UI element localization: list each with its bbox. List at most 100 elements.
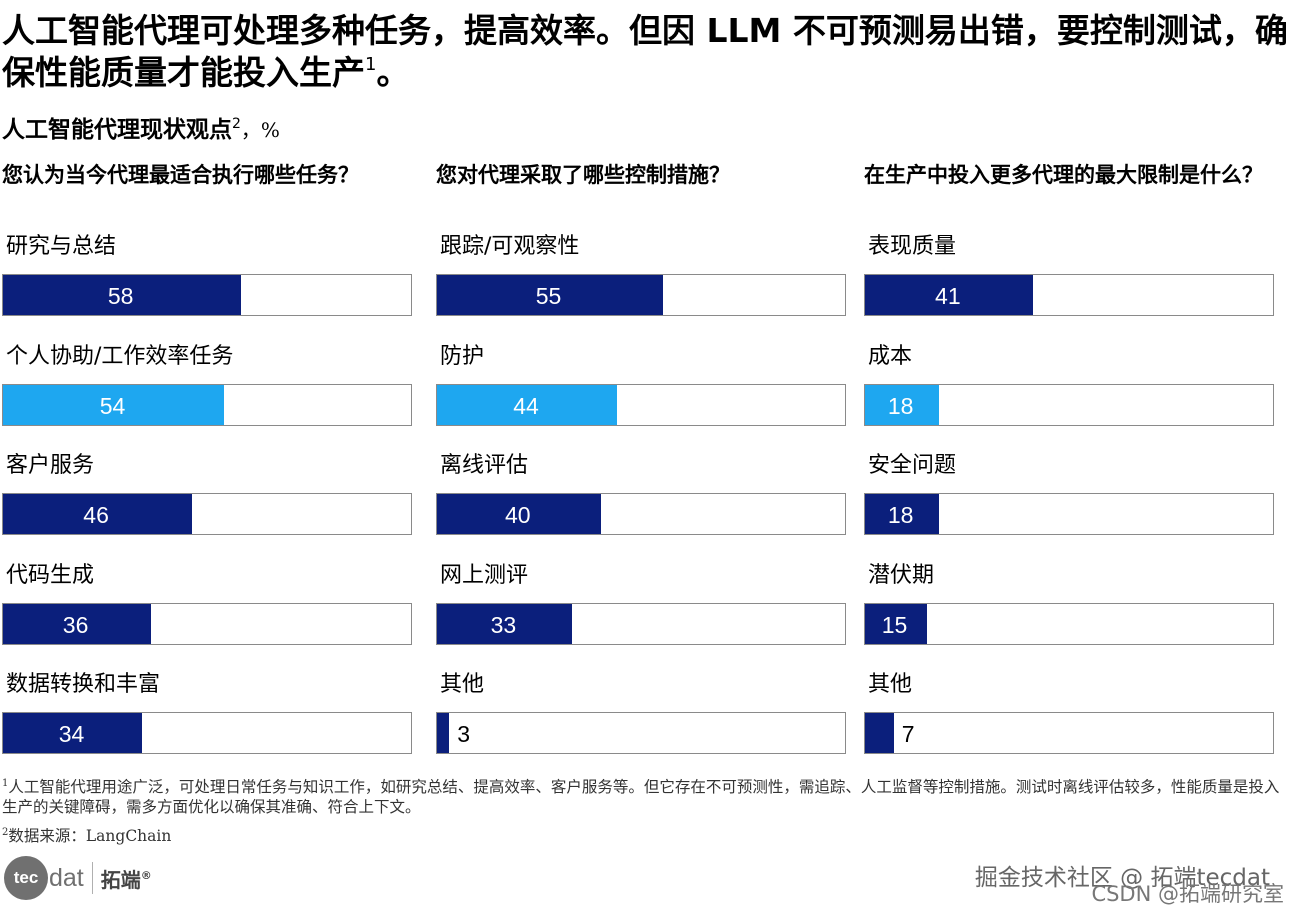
- bar-label: 代码生成: [6, 562, 95, 588]
- footnote-text: 数据来源：LangChain: [8, 827, 172, 845]
- bar-value: 7: [901, 721, 915, 747]
- bar-value: 46: [83, 502, 109, 528]
- bar-label: 其他: [868, 672, 913, 697]
- panel-question: 您对代理采取了哪些控制措施？: [436, 163, 730, 187]
- footnote-1: 1人工智能代理用途广泛，可处理日常任务与知识工作，如研究总结、提高效率、客户服务…: [2, 777, 1288, 817]
- bar-track: 54: [2, 383, 412, 426]
- footnote-text: 人工智能代理用途广泛，可处理日常任务与知识工作，如研究总结、提高效率、客户服务等…: [2, 778, 1280, 816]
- logo-divider: [91, 862, 93, 894]
- bar-value: 40: [505, 502, 531, 528]
- logo-circle: tec: [4, 856, 48, 900]
- bar-row: 成本 18: [864, 342, 1274, 428]
- watermark-csdn: CSDN @拓端研究室: [1091, 882, 1284, 906]
- bar: [3, 603, 151, 644]
- bar: [437, 275, 663, 315]
- bar-value: 58: [107, 283, 134, 309]
- bar-value: 33: [490, 611, 517, 638]
- bar-value: 18: [887, 392, 914, 419]
- bar-track: 18: [864, 493, 1274, 535]
- footnote-2: 2数据来源：LangChain: [2, 826, 1288, 846]
- bar-label: 客户服务: [6, 453, 95, 478]
- bar-label: 个人协助/工作效率任务: [6, 343, 234, 369]
- bar: [3, 275, 241, 315]
- headline: 人工智能代理可处理多种任务，提高效率。但因 LLM 不可预测易出错，要控制测试，…: [2, 10, 1288, 94]
- bar-value: 54: [99, 392, 126, 419]
- panel-question: 您认为当今代理最适合执行哪些任务？: [2, 163, 359, 187]
- subtitle-unit: ，%: [240, 118, 280, 142]
- subtitle-footnote-ref: 2: [232, 116, 241, 132]
- bar-row: 潜伏期 15: [864, 561, 1274, 647]
- bar-label: 跟踪/可观察性: [440, 234, 580, 259]
- headline-end: 。: [376, 53, 410, 92]
- bar: [437, 494, 601, 534]
- bar-row: 防护 44: [436, 342, 846, 428]
- bar-label: 网上测评: [440, 562, 529, 588]
- bar-row: 客户服务 46: [2, 451, 412, 537]
- bar-value: 55: [535, 283, 562, 309]
- footnote-marker: 1: [2, 778, 9, 789]
- bar-track: 15: [864, 602, 1274, 645]
- bar-label: 防护: [440, 343, 485, 369]
- bar-track: 18: [864, 383, 1274, 426]
- subtitle-text: 人工智能代理现状观点: [2, 117, 232, 143]
- panel-limits: 在生产中投入更多代理的最大限制是什么？ 表现质量 41 成本 18 安全问题 18 潜伏期 1…: [864, 162, 1274, 754]
- bar-row: 研究与总结 58: [2, 232, 412, 318]
- logo-wordmark: dat: [49, 863, 84, 892]
- chart-subtitle: 人工智能代理现状观点2，%: [2, 114, 280, 146]
- panel-controls: 您对代理采取了哪些控制措施？ 跟踪/可观察性 55 防护 44 离线评估 40 网上测评 33…: [436, 162, 846, 754]
- logo-chinese-text: 拓端: [100, 867, 141, 892]
- bar-label: 数据转换和丰富: [6, 672, 161, 697]
- bar-track: 58: [2, 274, 412, 316]
- bar-track: 33: [436, 602, 846, 645]
- bar-row: 代码生成 36: [2, 561, 412, 647]
- bar-row: 跟踪/可观察性 55: [436, 232, 846, 318]
- bar-value: 15: [881, 611, 908, 638]
- bar-label: 潜伏期: [868, 562, 935, 588]
- bar-track: 41: [864, 274, 1274, 316]
- bar: [865, 713, 894, 753]
- panel-question: 在生产中投入更多代理的最大限制是什么？: [864, 163, 1263, 187]
- tecdat-logo: tec dat 拓端®: [4, 855, 152, 901]
- bar-track: 36: [2, 602, 412, 645]
- bar-label: 安全问题: [868, 453, 957, 478]
- bar-track: 46: [2, 493, 412, 535]
- bar-label: 其他: [440, 672, 485, 697]
- bar-value: 41: [935, 283, 961, 309]
- bar-value: 44: [513, 392, 539, 419]
- bar-track: 7: [864, 712, 1274, 754]
- bar-row: 表现质量 41: [864, 232, 1274, 318]
- bar: [437, 713, 450, 753]
- registered-mark: ®: [140, 868, 152, 882]
- bar-row: 个人协助/工作效率任务 54: [2, 342, 412, 428]
- bar-row: 数据转换和丰富 34: [2, 670, 412, 756]
- bar-row: 安全问题 18: [864, 451, 1274, 537]
- bar: [3, 494, 192, 534]
- watermark-juejin: 掘金技术社区 @ 拓端tecdat: [974, 865, 1270, 891]
- bar: [437, 384, 618, 425]
- panel-tasks: 您认为当今代理最适合执行哪些任务？ 研究与总结 58 个人协助/工作效率任务 54 客户…: [2, 162, 412, 754]
- bar-track: 40: [436, 493, 846, 535]
- bar-value: 3: [457, 721, 471, 747]
- bar-track: 3: [436, 712, 846, 754]
- bar-value: 36: [62, 611, 89, 638]
- bar-row: 离线评估 40: [436, 451, 846, 537]
- bar: [865, 384, 939, 425]
- bar-track: 55: [436, 274, 846, 316]
- footnote-marker: 2: [2, 827, 9, 838]
- headline-text: 人工智能代理可处理多种任务，提高效率。但因 LLM 不可预测易出错，要控制测试，…: [2, 11, 1288, 92]
- bar: [865, 603, 927, 644]
- bar-label: 成本: [868, 343, 913, 369]
- bar-value: 18: [887, 502, 914, 528]
- bar-value: 34: [58, 721, 85, 747]
- bar: [3, 384, 225, 425]
- headline-footnote-ref: 1: [365, 54, 377, 75]
- bar-row: 其他 7: [864, 670, 1274, 756]
- bar: [3, 713, 143, 753]
- logo-chinese: 拓端®: [101, 864, 152, 893]
- bar-label: 研究与总结: [6, 234, 117, 259]
- bar: [865, 275, 1034, 315]
- bar-row: 其他 3: [436, 670, 846, 756]
- bar-label: 离线评估: [440, 453, 529, 478]
- bar: [437, 603, 573, 644]
- bar: [865, 494, 939, 534]
